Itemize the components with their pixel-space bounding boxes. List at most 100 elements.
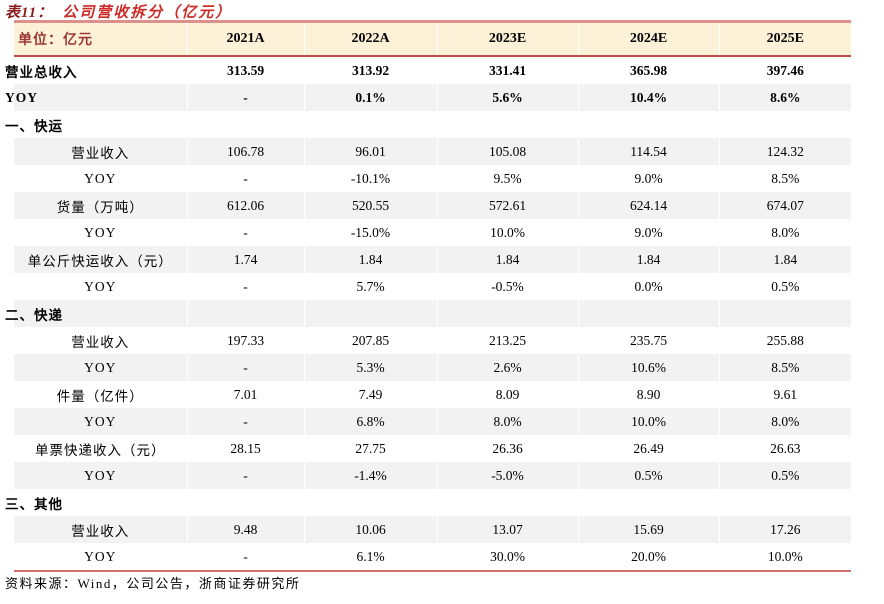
- table-header-row: 单位：亿元 2021A 2022A 2023E 2024E 2025E: [14, 20, 851, 57]
- row-label: 营业收入: [14, 516, 187, 543]
- cell-value: 6.1%: [303, 543, 437, 572]
- cell-value: 9.0%: [577, 165, 719, 192]
- cell-value: 2.6%: [436, 354, 578, 381]
- cell-value: 612.06: [186, 192, 304, 219]
- table-title: 表11： 公司营收拆分（亿元）: [5, 1, 232, 22]
- cell-value: [436, 300, 578, 327]
- row-label: 货量（万吨）: [14, 192, 187, 219]
- cell-value: [186, 300, 304, 327]
- row-label: YOY: [84, 278, 117, 294]
- cell-value: 17.26: [718, 516, 851, 543]
- cell-value: 397.46: [718, 56, 851, 84]
- table-row: 件量（亿件） 7.01 7.49 8.09 8.90 9.61: [14, 381, 851, 408]
- cell-value: 9.61: [718, 381, 851, 408]
- row-label: YOY: [84, 170, 117, 186]
- cell-value: 0.5%: [718, 462, 851, 489]
- cell-value: 26.63: [718, 435, 851, 462]
- row-label: YOY: [5, 84, 187, 111]
- cell-value: 9.0%: [577, 219, 719, 246]
- cell-value: 28.15: [186, 435, 304, 462]
- cell-value: [303, 489, 437, 516]
- table-row: YOY -5.3% 2.6% 10.6% 8.5%: [14, 354, 851, 381]
- table-row: 营业收入 106.78 96.01 105.08 114.54 124.32: [14, 138, 851, 165]
- cell-value: 1.84: [718, 246, 851, 273]
- cell-value: 520.55: [303, 192, 437, 219]
- cell-value: 1.84: [436, 246, 578, 273]
- cell-value: [436, 489, 578, 516]
- cell-value: 9.48: [186, 516, 304, 543]
- cell-value: 1.84: [577, 246, 719, 273]
- cell-value: 26.36: [436, 435, 578, 462]
- year-column-header: 2024E: [577, 20, 719, 57]
- cell-value: 313.59: [186, 56, 304, 84]
- table-row: 货量（万吨） 612.06 520.55 572.61 624.14 674.07: [14, 192, 851, 219]
- cell-value: 1.84: [303, 246, 437, 273]
- cell-value: -10.1%: [303, 165, 437, 192]
- cell-value: 10.06: [303, 516, 437, 543]
- year-column-header: 2025E: [718, 20, 851, 57]
- cell-value: 26.49: [577, 435, 719, 462]
- row-label: 二、快递: [5, 300, 187, 327]
- cell-value: 27.75: [303, 435, 437, 462]
- table-title-text: 公司营收拆分（亿元）: [62, 5, 233, 21]
- cell-value: 313.92: [303, 56, 437, 84]
- cell-value: -: [186, 543, 304, 572]
- row-label: 单票快递收入（元）: [35, 442, 166, 458]
- cell-value: 10.0%: [436, 219, 578, 246]
- row-label: 营业收入: [14, 138, 187, 165]
- row-label: 单公斤快运收入（元）: [14, 246, 187, 273]
- cell-value: 0.5%: [577, 462, 719, 489]
- cell-value: [577, 489, 719, 516]
- section-header-row: 二、快递: [5, 300, 851, 327]
- cell-value: [303, 111, 437, 138]
- cell-value: -: [186, 273, 304, 300]
- cell-value: 8.09: [436, 381, 578, 408]
- cell-value: 13.07: [436, 516, 578, 543]
- cell-value: 8.90: [577, 381, 719, 408]
- row-label: 件量（亿件）: [56, 388, 144, 404]
- cell-value: 207.85: [303, 327, 437, 354]
- cell-value: 235.75: [577, 327, 719, 354]
- cell-value: 0.0%: [577, 273, 719, 300]
- table-row: YOY -5.7% -0.5% 0.0% 0.5%: [14, 273, 851, 300]
- row-label: 营业收入: [71, 334, 130, 350]
- cell-value: 15.69: [577, 516, 719, 543]
- cell-value: [718, 300, 851, 327]
- row-label: YOY: [14, 408, 187, 435]
- cell-value: 6.8%: [303, 408, 437, 435]
- cell-value: [303, 300, 437, 327]
- row-label: YOY: [14, 462, 187, 489]
- cell-value: 213.25: [436, 327, 578, 354]
- table-row: 单公斤快运收入（元） 1.74 1.84 1.84 1.84 1.84: [14, 246, 851, 273]
- cell-value: -: [186, 219, 304, 246]
- section-header-row: 一、快运: [5, 111, 851, 138]
- cell-value: 30.0%: [436, 543, 578, 572]
- cell-value: 7.49: [303, 381, 437, 408]
- cell-value: 197.33: [186, 327, 304, 354]
- cell-value: -: [186, 408, 304, 435]
- cell-value: 8.5%: [718, 165, 851, 192]
- cell-value: -0.5%: [436, 273, 578, 300]
- year-column-header: 2023E: [436, 20, 578, 57]
- cell-value: -: [186, 165, 304, 192]
- cell-value: [186, 489, 304, 516]
- cell-value: 8.0%: [718, 408, 851, 435]
- source-note: 资料来源：Wind，公司公告，浙商证券研究所: [5, 576, 301, 591]
- cell-value: [577, 300, 719, 327]
- cell-value: 255.88: [718, 327, 851, 354]
- row-label: 一、快运: [5, 118, 63, 134]
- cell-value: 20.0%: [577, 543, 719, 572]
- year-column-header: 2021A: [186, 20, 304, 57]
- cell-value: -: [186, 84, 304, 111]
- row-label: 三、其他: [5, 496, 63, 512]
- cell-value: 365.98: [577, 56, 719, 84]
- cell-value: 5.6%: [436, 84, 578, 111]
- cell-value: -1.4%: [303, 462, 437, 489]
- cell-value: 96.01: [303, 138, 437, 165]
- cell-value: [186, 111, 304, 138]
- table-row: YOY -6.1% 30.0% 20.0% 10.0%: [14, 543, 851, 572]
- cell-value: [577, 111, 719, 138]
- cell-value: 1.74: [186, 246, 304, 273]
- row-label: YOY: [14, 354, 187, 381]
- cell-value: 8.0%: [718, 219, 851, 246]
